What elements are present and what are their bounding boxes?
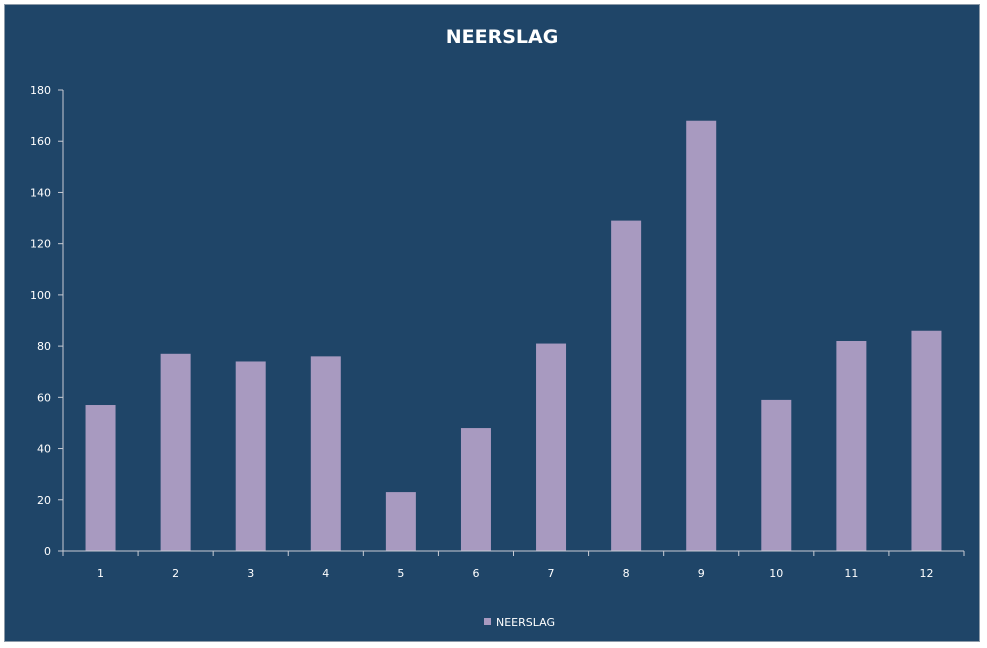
x-tick-label: 12: [919, 567, 933, 580]
bar-9: [686, 120, 717, 551]
legend: NEERSLAG: [484, 616, 555, 629]
bar-10: [761, 399, 792, 551]
x-tick-label: 2: [172, 567, 179, 580]
y-tick-label: 0: [44, 545, 51, 558]
bars: [85, 120, 942, 551]
bar-2: [160, 353, 191, 551]
y-tick-label: 120: [30, 238, 51, 251]
legend-swatch: [484, 618, 491, 625]
x-tick-label: 5: [397, 567, 404, 580]
y-tick-label: 60: [37, 391, 51, 404]
bar-3: [235, 361, 266, 551]
bar-12: [911, 330, 942, 551]
bar-4: [310, 356, 341, 551]
bar-8: [611, 220, 642, 551]
x-tick-label: 4: [322, 567, 329, 580]
y-tick-label: 40: [37, 443, 51, 456]
legend-label: NEERSLAG: [496, 616, 555, 629]
x-tick-label: 9: [698, 567, 705, 580]
x-tick-label: 3: [247, 567, 254, 580]
y-tick-label: 180: [30, 84, 51, 97]
bar-1: [85, 405, 116, 551]
bar-11: [836, 340, 867, 551]
y-tick-label: 20: [37, 494, 51, 507]
y-tick-label: 140: [30, 186, 51, 199]
x-tick-label: 8: [623, 567, 630, 580]
x-tick-label: 7: [548, 567, 555, 580]
bar-7: [536, 343, 567, 551]
chart-title: NEERSLAG: [446, 26, 559, 48]
y-tick-label: 160: [30, 135, 51, 148]
x-axis-ticks: 1 2 3 4 5 6 7 8 9 10 11 12: [62, 551, 965, 580]
x-tick-label: 1: [97, 567, 104, 580]
x-tick-label: 6: [472, 567, 479, 580]
bar-5: [385, 492, 416, 551]
x-tick-label: 11: [844, 567, 858, 580]
x-tick-label: 10: [769, 567, 783, 580]
bar-6: [460, 428, 491, 551]
y-tick-label: 80: [37, 340, 51, 353]
y-axis-ticks: 0 20 40 60 80 100 120 140 160 180: [30, 84, 63, 558]
y-tick-label: 100: [30, 289, 51, 302]
